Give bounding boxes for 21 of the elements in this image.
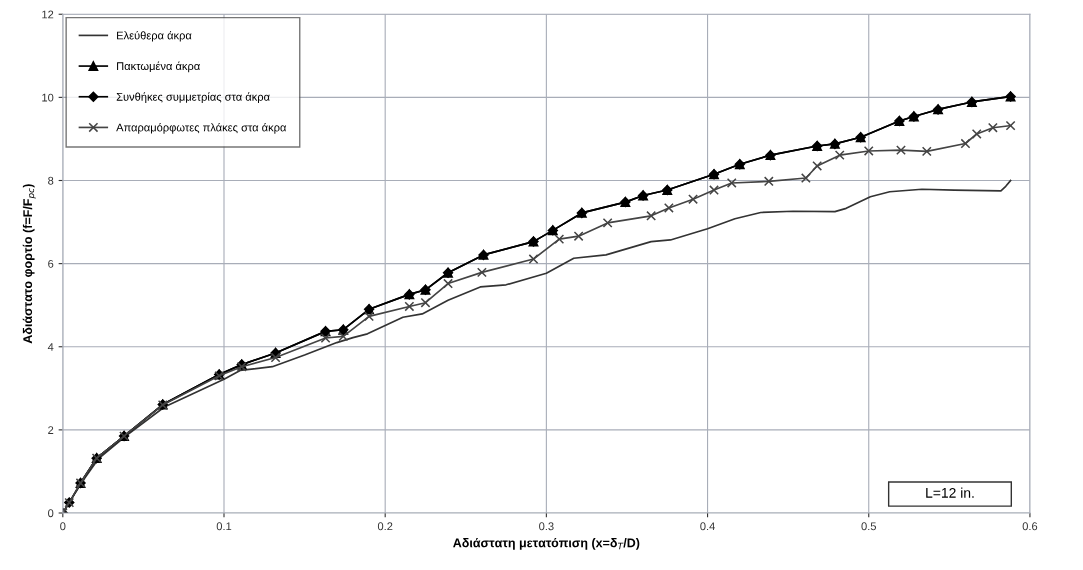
y-tick-label: 2 [48,426,54,434]
y-tick-label: 12 [42,10,54,19]
legend-label: Πακτωμένα άκρα [117,61,200,73]
y-tick-label: 8 [48,176,54,185]
legend-label: Ελεύθερα άκρα [117,30,192,42]
y-tick-label: 0 [48,509,54,518]
x-axis-title: Αδιάστατη μετατόπιση (x=δ$_{T}$/D) [453,537,640,550]
y-tick-label: 10 [42,93,54,102]
x-tick-label: 0.4 [700,522,715,531]
x-tick-label: 0 [60,522,66,531]
annotation: L=12 in. [926,487,974,498]
x-tick-label: 0.3 [539,522,554,531]
x-tick-label: 0.2 [377,522,393,531]
y-tick-label: 6 [48,259,54,268]
y-axis-title: Αδιάστατο φορτίο (f=F/F$_{pc}$) [22,184,36,344]
x-tick-label: 0.6 [1022,522,1038,531]
x-tick-label: 0.1 [216,522,232,531]
legend-label: Συνθήκες συμμετρίας στα άκρα [116,92,270,103]
legend-label: Απαραμόρφωτες πλάκες στα άκρα [116,122,287,134]
x-tick-label: 0.5 [861,522,876,531]
y-tick-label: 4 [47,343,54,351]
